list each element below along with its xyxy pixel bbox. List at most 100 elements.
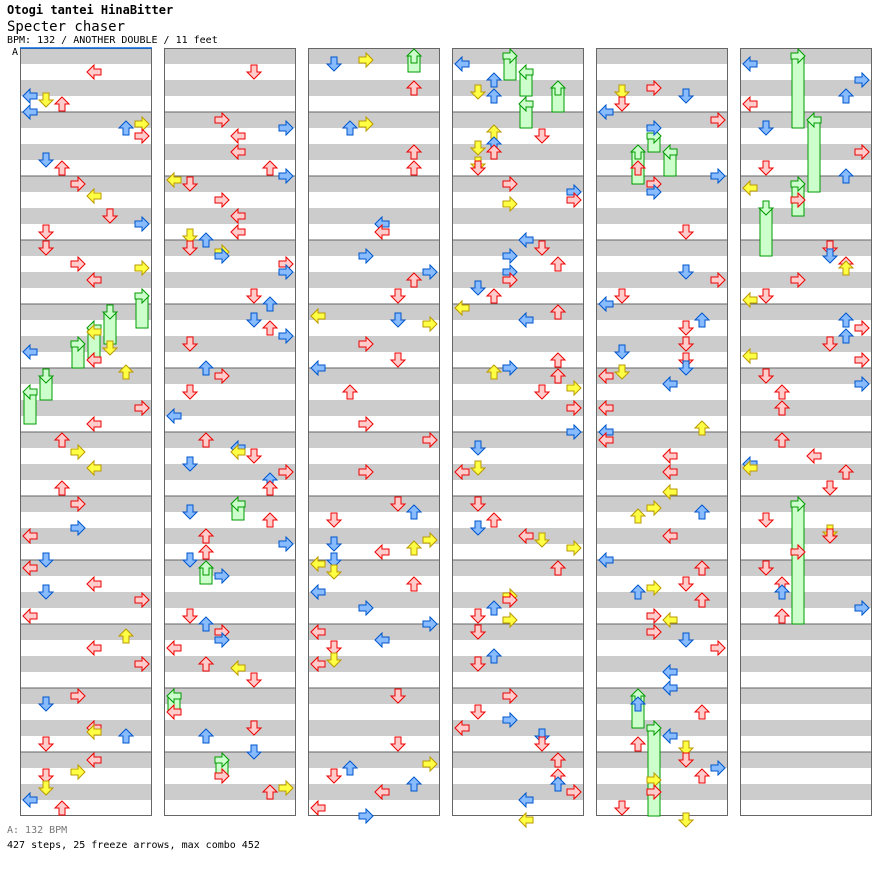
quarter-arrow-down-icon xyxy=(613,96,631,112)
sixteenth-arrow-left-icon xyxy=(230,443,246,461)
quarter-arrow-up-icon xyxy=(53,160,71,176)
beat-band xyxy=(740,560,872,576)
eighth-arrow-up-icon xyxy=(197,232,215,248)
quarter-arrow-down-icon xyxy=(533,128,551,144)
eighth-arrow-right-icon xyxy=(358,599,374,617)
beat-band xyxy=(164,736,296,752)
beat-band xyxy=(740,592,872,608)
eighth-arrow-left-icon xyxy=(22,343,38,361)
eighth-arrow-up-icon xyxy=(485,72,503,88)
beat-band xyxy=(452,656,584,672)
beat-band xyxy=(308,400,440,416)
eighth-arrow-up-icon xyxy=(837,312,855,328)
quarter-arrow-up-icon xyxy=(261,160,279,176)
eighth-arrow-down-icon xyxy=(181,456,199,472)
eighth-arrow-up-icon xyxy=(485,648,503,664)
quarter-arrow-down-icon xyxy=(389,288,407,304)
beat-band xyxy=(308,608,440,624)
quarter-arrow-left-icon xyxy=(310,655,326,673)
eighth-arrow-up-icon xyxy=(341,120,359,136)
beat-band xyxy=(20,80,152,96)
eighth-arrow-right-icon xyxy=(134,215,150,233)
beat-band xyxy=(452,240,584,256)
quarter-arrow-down-icon xyxy=(533,384,551,400)
quarter-arrow-right-icon xyxy=(502,687,518,705)
eighth-arrow-left-icon xyxy=(518,791,534,809)
beat-band xyxy=(164,720,296,736)
quarter-arrow-down-icon xyxy=(757,512,775,528)
beat-band xyxy=(20,240,152,256)
beat-band xyxy=(452,608,584,624)
eighth-arrow-up-icon xyxy=(405,504,423,520)
eighth-arrow-right-icon xyxy=(502,247,518,265)
beat-band xyxy=(452,128,584,144)
beat-band xyxy=(740,672,872,688)
sixteenth-arrow-right-icon xyxy=(422,531,438,549)
beat-band xyxy=(20,608,152,624)
beat-band xyxy=(20,400,152,416)
beat-band xyxy=(308,784,440,800)
quarter-arrow-right-icon xyxy=(70,255,86,273)
beat-band xyxy=(164,496,296,512)
beat-band xyxy=(308,64,440,80)
beat-band xyxy=(740,80,872,96)
beat-band xyxy=(308,368,440,384)
footer-stats: 427 steps, 25 freeze arrows, max combo 4… xyxy=(7,840,260,851)
beat-band xyxy=(740,752,872,768)
eighth-arrow-down-icon xyxy=(821,248,839,264)
quarter-arrow-down-icon xyxy=(245,288,263,304)
beat-band xyxy=(596,432,728,448)
beat-band xyxy=(452,640,584,656)
quarter-arrow-down-icon xyxy=(821,528,839,544)
freeze-arrow-head xyxy=(790,47,806,65)
beat-band xyxy=(740,576,872,592)
eighth-arrow-right-icon xyxy=(646,183,662,201)
beat-band xyxy=(596,288,728,304)
eighth-arrow-down-icon xyxy=(613,344,631,360)
quarter-arrow-down-icon xyxy=(469,160,487,176)
quarter-arrow-up-icon xyxy=(773,608,791,624)
quarter-arrow-up-icon xyxy=(261,784,279,800)
beat-band xyxy=(452,272,584,288)
quarter-arrow-up-icon xyxy=(405,576,423,592)
quarter-arrow-down-icon xyxy=(821,336,839,352)
beat-band xyxy=(308,160,440,176)
column-border xyxy=(740,48,872,816)
beat-band xyxy=(740,112,872,128)
sixteenth-arrow-down-icon xyxy=(677,740,695,756)
beat-band xyxy=(452,208,584,224)
quarter-arrow-left-icon xyxy=(166,639,182,657)
quarter-arrow-down-icon xyxy=(677,224,695,240)
beat-band xyxy=(308,304,440,320)
beat-band xyxy=(164,48,296,64)
beat-band xyxy=(452,512,584,528)
quarter-arrow-left-icon xyxy=(662,527,678,545)
beat-band xyxy=(164,672,296,688)
beat-band xyxy=(164,128,296,144)
quarter-arrow-down-icon xyxy=(245,672,263,688)
eighth-arrow-left-icon xyxy=(518,311,534,329)
sixteenth-arrow-right-icon xyxy=(646,579,662,597)
beat-band xyxy=(308,592,440,608)
quarter-arrow-left-icon xyxy=(310,623,326,641)
beat-band xyxy=(308,176,440,192)
beat-band xyxy=(740,320,872,336)
quarter-arrow-down-icon xyxy=(37,240,55,256)
quarter-arrow-left-icon xyxy=(166,703,182,721)
eighth-arrow-down-icon xyxy=(37,152,55,168)
beat-band xyxy=(164,288,296,304)
beat-band xyxy=(20,704,152,720)
eighth-arrow-right-icon xyxy=(566,423,582,441)
beat-band xyxy=(452,784,584,800)
quarter-arrow-up-icon xyxy=(405,144,423,160)
freeze-arrow-head xyxy=(214,751,230,769)
quarter-arrow-up-icon xyxy=(549,304,567,320)
beat-band xyxy=(452,704,584,720)
beat-band xyxy=(596,736,728,752)
eighth-arrow-up-icon xyxy=(197,728,215,744)
freeze-arrow-head xyxy=(230,495,246,513)
beat-band xyxy=(740,192,872,208)
quarter-arrow-up-icon xyxy=(405,80,423,96)
beat-band xyxy=(20,512,152,528)
